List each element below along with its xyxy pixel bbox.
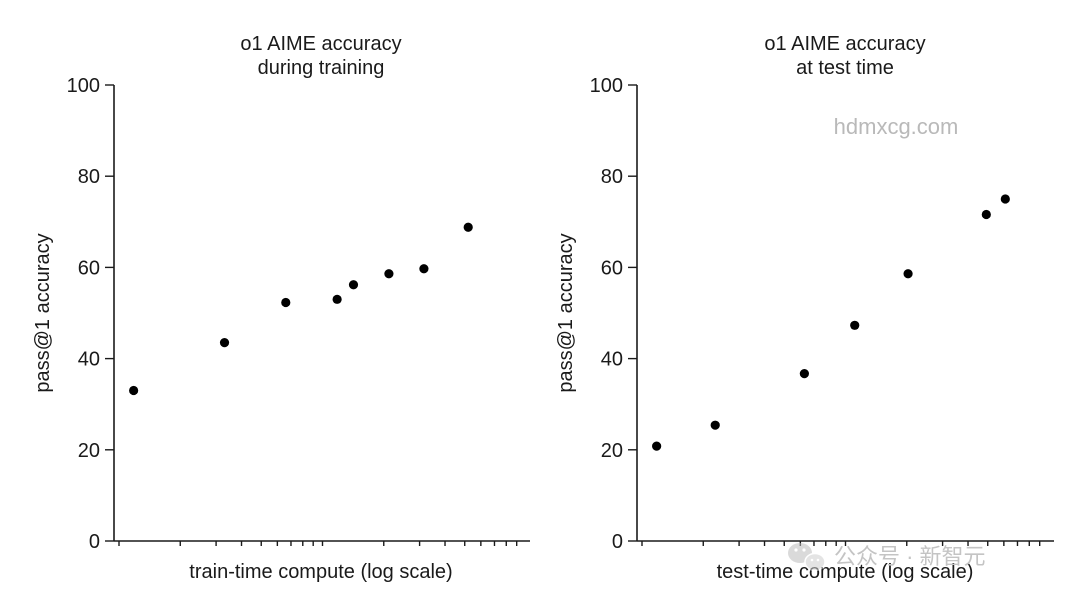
x-axis-label: train-time compute (log scale) [189, 561, 452, 583]
y-tick-label: 40 [78, 349, 100, 371]
y-tick-label: 60 [601, 257, 623, 279]
data-point [799, 369, 809, 379]
data-point [384, 269, 394, 279]
data-point [281, 297, 291, 308]
data-points [129, 222, 473, 396]
data-point [850, 320, 860, 330]
test-time-chart: o1 AIME accuracy at test time pass@1 acc… [555, 33, 1054, 583]
y-tick-label: 0 [89, 531, 100, 553]
y-tick-label: 100 [590, 75, 623, 97]
wechat-badge-text: 公众号 · 新智元 [834, 544, 986, 569]
data-point [129, 385, 139, 396]
data-point [1000, 194, 1010, 204]
y-tick-label: 80 [601, 166, 623, 188]
y-tick-label: 60 [78, 257, 100, 279]
data-point [463, 222, 473, 232]
axis-ticks: 0 20 40 60 80 100 [67, 75, 530, 553]
wechat-badge: 公众号 · 新智元 [788, 543, 986, 572]
data-point [332, 294, 342, 304]
data-point [903, 269, 913, 279]
data-point [981, 209, 991, 220]
y-tick-label: 20 [78, 440, 100, 462]
y-tick-label: 40 [601, 349, 623, 371]
data-point [419, 264, 429, 274]
train-time-chart: o1 AIME accuracy during training pass@1 … [32, 33, 530, 583]
y-axis-label: pass@1 accuracy [555, 233, 577, 392]
watermark-text: hdmxcg.com [834, 114, 959, 139]
x-axis-label: test-time compute (log scale) [717, 561, 974, 583]
y-tick-label: 20 [601, 440, 623, 462]
axis-ticks: 0 20 40 60 80 100 [590, 75, 1054, 553]
data-point [652, 441, 662, 451]
data-points [652, 194, 1010, 451]
chart-title-line-1: o1 AIME accuracy [764, 33, 925, 55]
y-tick-label: 80 [78, 166, 100, 188]
wechat-icon [788, 543, 826, 572]
y-axis-label: pass@1 accuracy [32, 233, 54, 392]
data-point [348, 280, 359, 290]
data-point [219, 338, 230, 348]
chart-title-line-2: during training [258, 57, 385, 79]
chart-title-line-2: at test time [796, 57, 894, 79]
data-point [710, 420, 720, 430]
y-tick-label: 0 [612, 531, 623, 553]
chart-title-line-1: o1 AIME accuracy [240, 33, 401, 55]
y-tick-label: 100 [67, 75, 100, 97]
